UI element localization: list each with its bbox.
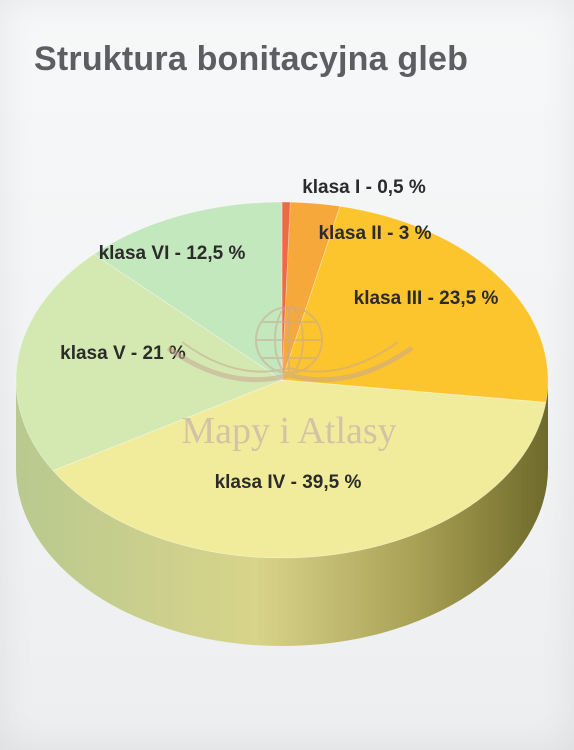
slice-label-6: klasa VI - 12,5 % [99, 243, 246, 264]
pie-top-layer [15, 201, 549, 559]
pie-label-layer: klasa I - 0,5 % klasa II - 3 % klasa III -… [60, 177, 498, 493]
slice-label-5: klasa V - 21 % [60, 343, 186, 364]
pie-side-layer [16, 380, 548, 646]
pie-slice-5 [15, 253, 283, 472]
slice-label-3: klasa III - 23,5 % [354, 288, 499, 309]
pie-slice-1 [281, 201, 291, 381]
slice-label-4: klasa IV - 39,5 % [215, 472, 362, 493]
slice-label-2: klasa II - 3 % [318, 223, 431, 244]
pie-side-wall [16, 380, 548, 646]
slice-label-1: klasa I - 0,5 % [302, 177, 426, 198]
pie-slice-2 [281, 201, 341, 381]
globe-icon [166, 306, 414, 383]
chart-title: Struktura bonitacyjna gleb [34, 40, 469, 78]
watermark: Mapy i Atlasy [166, 306, 414, 452]
watermark-text: Mapy i Atlasy [181, 410, 396, 452]
pie-slice-6 [93, 201, 283, 381]
pie-slice-4 [52, 379, 547, 559]
pie-slice-3 [281, 205, 549, 403]
